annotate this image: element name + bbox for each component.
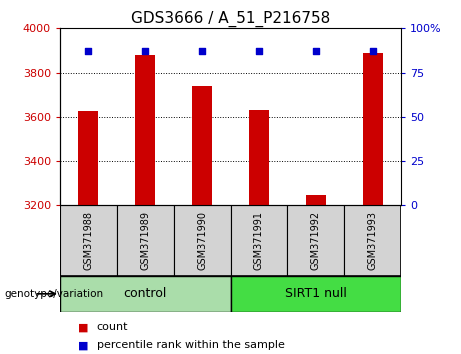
Bar xyxy=(60,205,117,276)
Text: GSM371990: GSM371990 xyxy=(197,211,207,270)
Text: GSM371988: GSM371988 xyxy=(83,211,94,270)
Bar xyxy=(117,205,174,276)
Text: GSM371992: GSM371992 xyxy=(311,211,321,270)
Bar xyxy=(78,111,98,205)
Bar xyxy=(230,205,287,276)
Bar xyxy=(287,205,344,276)
Bar xyxy=(135,55,155,205)
Bar xyxy=(344,205,401,276)
Bar xyxy=(192,86,212,205)
Text: GSM371991: GSM371991 xyxy=(254,211,264,270)
Text: count: count xyxy=(97,322,128,332)
Title: GDS3666 / A_51_P216758: GDS3666 / A_51_P216758 xyxy=(131,11,330,27)
Point xyxy=(312,48,319,54)
Text: genotype/variation: genotype/variation xyxy=(5,289,104,299)
Text: GSM371989: GSM371989 xyxy=(140,211,150,270)
Point xyxy=(255,48,263,54)
Text: percentile rank within the sample: percentile rank within the sample xyxy=(97,340,285,350)
Text: GSM371993: GSM371993 xyxy=(367,211,378,270)
Text: control: control xyxy=(124,287,167,300)
Point xyxy=(142,48,149,54)
Bar xyxy=(230,276,401,312)
Text: ■: ■ xyxy=(78,340,89,350)
Point xyxy=(85,48,92,54)
Text: ■: ■ xyxy=(78,322,89,332)
Bar xyxy=(363,53,383,205)
Point xyxy=(198,48,206,54)
Bar xyxy=(60,276,230,312)
Bar xyxy=(174,205,230,276)
Point xyxy=(369,48,376,54)
Text: SIRT1 null: SIRT1 null xyxy=(285,287,347,300)
Bar xyxy=(306,195,326,205)
Bar xyxy=(249,110,269,205)
